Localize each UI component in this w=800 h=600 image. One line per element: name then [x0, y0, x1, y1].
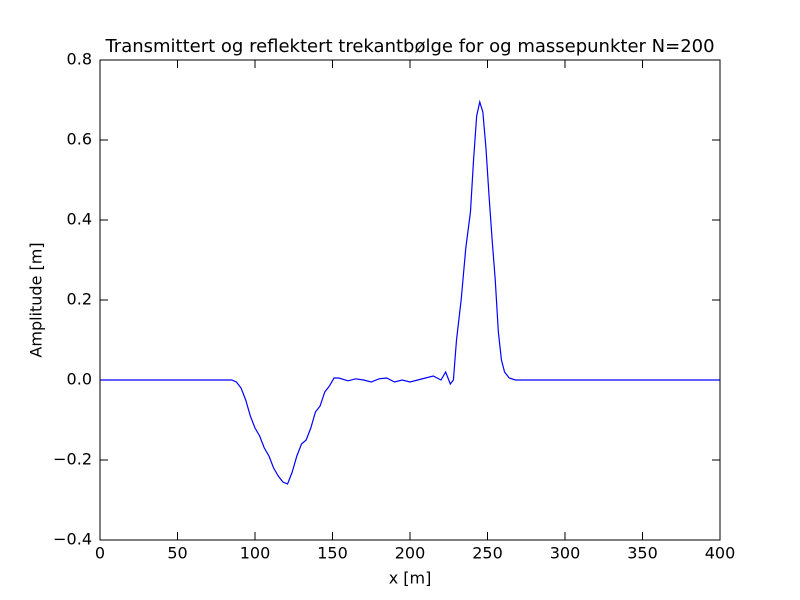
- y-tick-label: −0.2: [53, 450, 92, 469]
- y-tick-label: 0.6: [67, 130, 92, 149]
- x-tick-label: 150: [317, 544, 348, 563]
- x-tick-label: 200: [395, 544, 426, 563]
- line: [100, 99, 720, 485]
- x-tick-label: 350: [627, 544, 658, 563]
- y-tick-label: 0.4: [67, 210, 92, 229]
- y-tick-label: 0.8: [67, 50, 92, 69]
- x-tick-label: 0: [95, 544, 105, 563]
- x-tick-label: 300: [550, 544, 581, 563]
- y-tick-label: −0.4: [53, 530, 92, 549]
- plot-frame: [99, 59, 721, 541]
- x-tick-label: 250: [472, 544, 503, 563]
- y-tick-label: 0.2: [67, 290, 92, 309]
- x-tick-label: 400: [705, 544, 736, 563]
- x-tick-label: 50: [167, 544, 187, 563]
- x-tick-label: 100: [240, 544, 271, 563]
- x-axis-label: x [m]: [389, 569, 432, 588]
- chart-title: Transmittert og reflektert trekantbølge …: [104, 36, 714, 57]
- y-tick-label: 0.0: [67, 370, 92, 389]
- y-axis-label: Amplitude [m]: [27, 242, 46, 357]
